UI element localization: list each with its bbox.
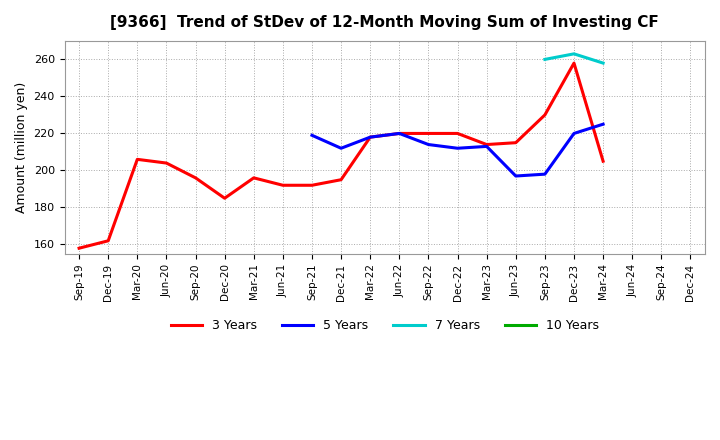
Legend: 3 Years, 5 Years, 7 Years, 10 Years: 3 Years, 5 Years, 7 Years, 10 Years [166,314,604,337]
Y-axis label: Amount (million yen): Amount (million yen) [15,82,28,213]
Title: [9366]  Trend of StDev of 12-Month Moving Sum of Investing CF: [9366] Trend of StDev of 12-Month Moving… [110,15,659,30]
